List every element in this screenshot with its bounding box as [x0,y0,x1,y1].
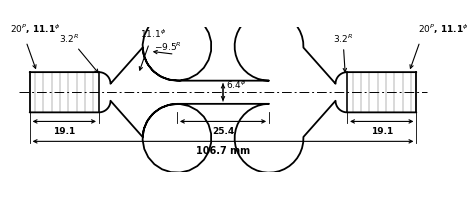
Text: $-9.5^R$: $-9.5^R$ [154,40,181,53]
Text: $20^P$, 11.1$^\phi$: $20^P$, 11.1$^\phi$ [10,23,60,36]
Text: $3.2^R$: $3.2^R$ [59,33,80,45]
Text: 19.1: 19.1 [53,127,75,136]
Text: 19.1: 19.1 [371,127,393,136]
Text: $11.1^\phi$: $11.1^\phi$ [140,27,166,40]
Text: $6.4^\phi$: $6.4^\phi$ [226,79,246,91]
Text: 25.4: 25.4 [212,127,234,136]
Text: $20^P$, 11.1$^\phi$: $20^P$, 11.1$^\phi$ [418,23,469,36]
Text: $3.2^R$: $3.2^R$ [333,33,354,45]
Text: 106.7 mm: 106.7 mm [196,146,250,156]
